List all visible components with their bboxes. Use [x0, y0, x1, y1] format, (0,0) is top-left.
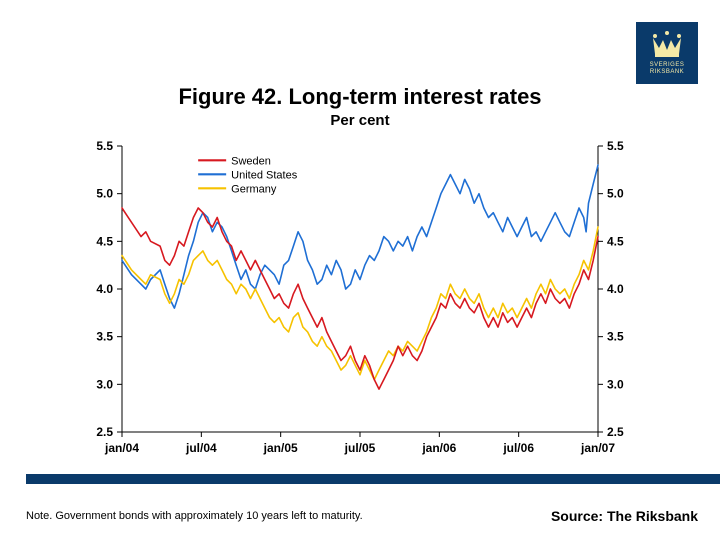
svg-text:United States: United States [231, 169, 298, 181]
svg-text:jul/06: jul/06 [502, 441, 534, 455]
svg-text:5.5: 5.5 [607, 139, 624, 153]
footnote: Note. Government bonds with approximatel… [26, 510, 363, 522]
svg-text:2.5: 2.5 [607, 425, 624, 439]
svg-text:3.0: 3.0 [96, 377, 113, 391]
riksbank-logo: SVERIGESRIKSBANK [636, 22, 698, 84]
svg-text:5.0: 5.0 [96, 187, 113, 201]
svg-text:4.0: 4.0 [607, 282, 624, 296]
svg-text:3.5: 3.5 [96, 330, 113, 344]
svg-text:Sweden: Sweden [231, 155, 271, 167]
series-United States [122, 165, 598, 308]
divider-bar [26, 474, 720, 484]
svg-text:jul/04: jul/04 [185, 441, 217, 455]
svg-text:3.5: 3.5 [607, 330, 624, 344]
slide: SVERIGESRIKSBANK Figure 42. Long-term in… [0, 0, 720, 540]
figure-subtitle: Per cent [0, 112, 720, 129]
svg-text:4.5: 4.5 [607, 234, 624, 248]
svg-text:jul/05: jul/05 [344, 441, 376, 455]
logo-text: SVERIGESRIKSBANK [650, 62, 685, 75]
svg-text:jan/04: jan/04 [104, 441, 139, 455]
svg-text:5.5: 5.5 [96, 139, 113, 153]
chart: 2.5 2.5 3.0 3.0 3.5 3.5 4.0 4.0 4.5 4.5 5.0 5.0 5.5 5… [78, 136, 642, 466]
figure-title: Figure 42. Long-term interest rates [0, 84, 720, 110]
svg-text:3.0: 3.0 [607, 377, 624, 391]
source-label: Source: The Riksbank [551, 508, 698, 524]
svg-text:2.5: 2.5 [96, 425, 113, 439]
svg-text:jan/06: jan/06 [421, 441, 456, 455]
svg-text:Germany: Germany [231, 183, 277, 195]
svg-text:4.0: 4.0 [96, 282, 113, 296]
svg-text:5.0: 5.0 [607, 187, 624, 201]
svg-text:jan/07: jan/07 [580, 441, 615, 455]
svg-text:4.5: 4.5 [96, 234, 113, 248]
series-Germany [122, 227, 598, 380]
svg-text:jan/05: jan/05 [263, 441, 298, 455]
crown-icon [650, 30, 684, 60]
